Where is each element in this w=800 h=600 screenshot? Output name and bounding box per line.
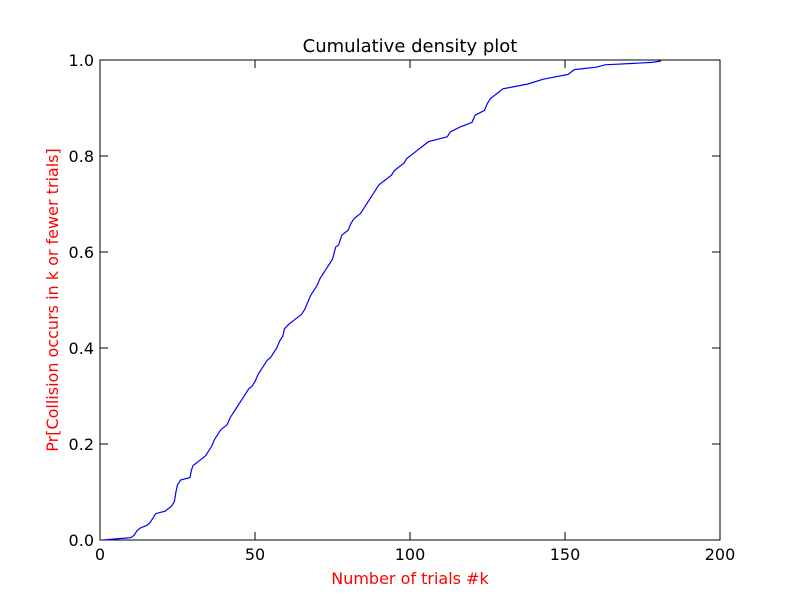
x-tick-label: 200: [705, 545, 736, 564]
series-line-cdf: [103, 60, 662, 541]
x-tick-label: 0: [95, 545, 105, 564]
x-tick-label: 150: [550, 545, 581, 564]
axis-tick-labels: 0 50 100 150 200 0.0 0.2 0.4 0.6 0.8 1.0: [69, 51, 736, 564]
y-tick-label: 0.0: [69, 531, 94, 550]
y-tick-label: 0.2: [69, 435, 94, 454]
x-tick-label: 100: [395, 545, 426, 564]
y-tick-label: 1.0: [69, 51, 94, 70]
y-tick-label: 0.6: [69, 243, 94, 262]
y-tick-label: 0.4: [69, 339, 94, 358]
x-tick-label: 50: [245, 545, 265, 564]
y-axis-label: Pr[Collision occurs in k or fewer trials…: [43, 148, 62, 451]
x-axis-label: Number of trials #k: [331, 569, 489, 588]
y-tick-label: 0.8: [69, 147, 94, 166]
chart-title: Cumulative density plot: [303, 36, 518, 57]
axis-ticks: [99, 59, 721, 541]
